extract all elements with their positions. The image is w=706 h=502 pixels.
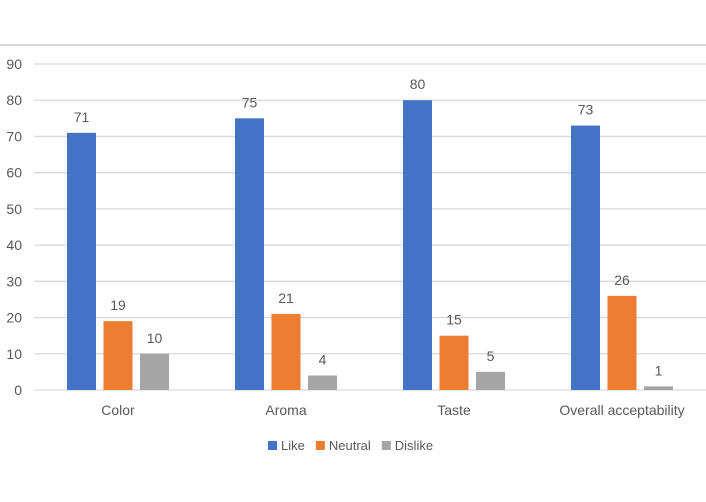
y-tick-label: 60: [6, 165, 22, 181]
data-label: 10: [147, 330, 163, 346]
data-label: 19: [110, 297, 126, 313]
data-label: 15: [446, 312, 462, 328]
data-label: 73: [578, 102, 594, 118]
bar-dislike: [644, 386, 673, 390]
legend-label: Like: [281, 438, 305, 453]
data-label: 1: [655, 362, 663, 378]
y-tick-label: 10: [6, 346, 22, 362]
data-label: 21: [278, 290, 294, 306]
x-tick-label: Aroma: [265, 402, 306, 418]
y-tick-label: 50: [6, 201, 22, 217]
y-tick-label: 70: [6, 128, 22, 144]
legend-swatch: [381, 441, 391, 450]
bar-neutral: [271, 313, 301, 390]
data-label: 4: [319, 352, 327, 368]
data-label: 75: [242, 94, 258, 110]
legend-label: Neutral: [329, 438, 371, 453]
bar-dislike: [476, 371, 505, 390]
bar-neutral: [103, 321, 133, 390]
bar-like: [67, 132, 96, 391]
bar-neutral: [607, 295, 637, 390]
bar-like: [571, 125, 600, 391]
x-tick-label: Overall acceptability: [559, 402, 684, 418]
legend-swatch: [315, 441, 325, 450]
y-tick-label: 90: [6, 56, 22, 72]
bar-like: [235, 118, 264, 390]
data-label: 26: [614, 272, 630, 288]
y-tick-label: 30: [6, 273, 22, 289]
data-label: 5: [487, 348, 495, 364]
bar-dislike: [308, 375, 337, 390]
legend-swatch: [268, 441, 277, 450]
legend-label: Dislike: [395, 438, 433, 453]
y-tick-label: 80: [6, 92, 22, 108]
bar-like: [403, 100, 432, 390]
x-tick-label: Color: [101, 402, 135, 418]
y-tick-label: 0: [14, 382, 22, 398]
data-label: 80: [410, 76, 426, 92]
bar-neutral: [439, 335, 469, 390]
data-label: 71: [74, 109, 90, 125]
y-tick-label: 20: [6, 310, 22, 326]
x-tick-label: Taste: [437, 402, 471, 418]
y-tick-label: 40: [6, 237, 22, 253]
bar-dislike: [140, 353, 169, 390]
